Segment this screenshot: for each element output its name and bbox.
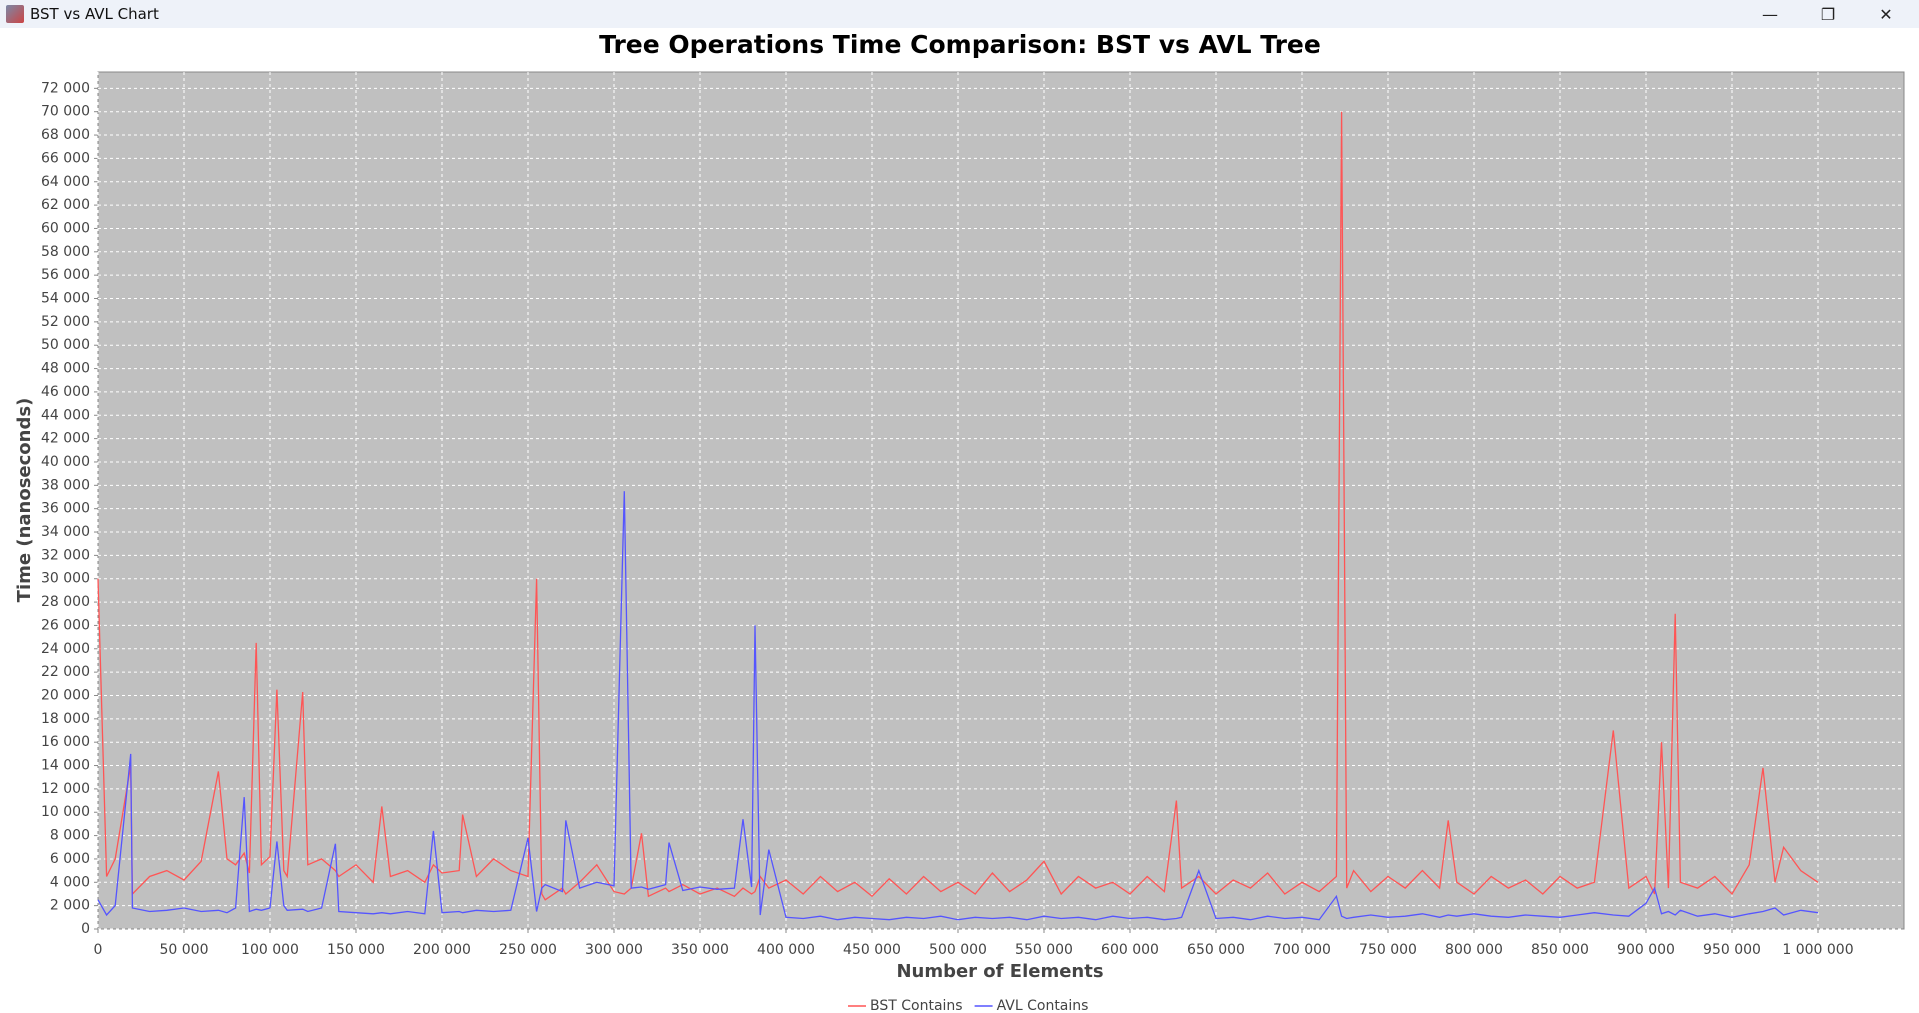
y-tick-label: 38 000 xyxy=(41,477,90,493)
x-tick-label: 900 000 xyxy=(1617,942,1675,958)
y-tick-label: 36 000 xyxy=(41,501,90,517)
x-tick-label: 350 000 xyxy=(671,942,729,958)
y-tick-label: 18 000 xyxy=(41,711,90,727)
y-tick-label: 52 000 xyxy=(41,314,90,330)
x-tick-label: 650 000 xyxy=(1187,942,1245,958)
chart: Tree Operations Time Comparison: BST vs … xyxy=(14,30,1905,1013)
y-tick-label: 30 000 xyxy=(41,571,90,587)
series-line xyxy=(97,491,1819,921)
y-tick-label: 58 000 xyxy=(41,244,90,260)
y-tick-label: 44 000 xyxy=(41,407,90,423)
legend-label: AVL Contains xyxy=(997,998,1089,1013)
x-tick-label: 600 000 xyxy=(1101,942,1159,958)
x-tick-label: 1 000 000 xyxy=(1782,942,1853,958)
title-bar: BST vs AVL Chart — ❐ ✕ xyxy=(0,0,1919,28)
y-tick-label: 48 000 xyxy=(41,361,90,377)
y-tick-label: 72 000 xyxy=(41,80,90,96)
x-tick-label: 950 000 xyxy=(1703,942,1761,958)
y-tick-label: 70 000 xyxy=(41,104,90,120)
y-tick-label: 0 xyxy=(81,921,90,937)
x-tick-label: 50 000 xyxy=(160,942,209,958)
y-tick-label: 66 000 xyxy=(41,150,90,166)
y-tick-label: 4 000 xyxy=(50,874,90,890)
y-tick-label: 40 000 xyxy=(41,454,90,470)
x-tick-label: 850 000 xyxy=(1531,942,1589,958)
y-tick-label: 62 000 xyxy=(41,197,90,213)
y-tick-label: 22 000 xyxy=(41,664,90,680)
y-tick-label: 24 000 xyxy=(41,641,90,657)
maximize-button[interactable]: ❐ xyxy=(1820,4,1836,24)
y-tick-label: 42 000 xyxy=(41,431,90,447)
y-tick-label: 2 000 xyxy=(50,898,90,914)
y-tick-label: 34 000 xyxy=(41,524,90,540)
y-tick-label: 28 000 xyxy=(41,594,90,610)
minimize-button[interactable]: — xyxy=(1762,4,1778,24)
close-button[interactable]: ✕ xyxy=(1879,4,1893,24)
x-tick-label: 150 000 xyxy=(327,942,385,958)
x-tick-label: 450 000 xyxy=(843,942,901,958)
plot-area xyxy=(97,71,1905,930)
x-tick-label: 700 000 xyxy=(1273,942,1331,958)
x-tick-label: 400 000 xyxy=(757,942,815,958)
x-tick-label: 500 000 xyxy=(929,942,987,958)
x-tick-label: 250 000 xyxy=(499,942,557,958)
y-tick-label: 10 000 xyxy=(41,804,90,820)
y-tick-label: 32 000 xyxy=(41,547,90,563)
x-tick-label: 750 000 xyxy=(1359,942,1417,958)
x-tick-label: 300 000 xyxy=(585,942,643,958)
x-tick-label: 800 000 xyxy=(1445,942,1503,958)
y-tick-label: 46 000 xyxy=(41,384,90,400)
x-tick-label: 100 000 xyxy=(241,942,299,958)
series-line xyxy=(97,111,1819,901)
y-tick-label: 12 000 xyxy=(41,781,90,797)
y-tick-label: 68 000 xyxy=(41,127,90,143)
y-tick-label: 6 000 xyxy=(50,851,90,867)
app-icon xyxy=(6,5,24,23)
x-tick-label: 550 000 xyxy=(1015,942,1073,958)
y-tick-label: 64 000 xyxy=(41,174,90,190)
y-tick-label: 14 000 xyxy=(41,758,90,774)
x-tick-label: 200 000 xyxy=(413,942,471,958)
window-title: BST vs AVL Chart xyxy=(30,5,159,23)
legend-label: BST Contains xyxy=(870,998,963,1013)
x-axis-label: Number of Elements xyxy=(896,961,1103,982)
y-tick-label: 8 000 xyxy=(50,828,90,844)
y-tick-label: 50 000 xyxy=(41,337,90,353)
y-tick-label: 56 000 xyxy=(41,267,90,283)
chart-title: Tree Operations Time Comparison: BST vs … xyxy=(599,30,1321,59)
y-tick-label: 20 000 xyxy=(41,687,90,703)
y-axis-label: Time (nanoseconds) xyxy=(14,398,35,603)
y-tick-label: 60 000 xyxy=(41,220,90,236)
y-tick-label: 54 000 xyxy=(41,291,90,307)
x-tick-label: 0 xyxy=(94,942,103,958)
y-tick-label: 16 000 xyxy=(41,734,90,750)
y-tick-label: 26 000 xyxy=(41,617,90,633)
